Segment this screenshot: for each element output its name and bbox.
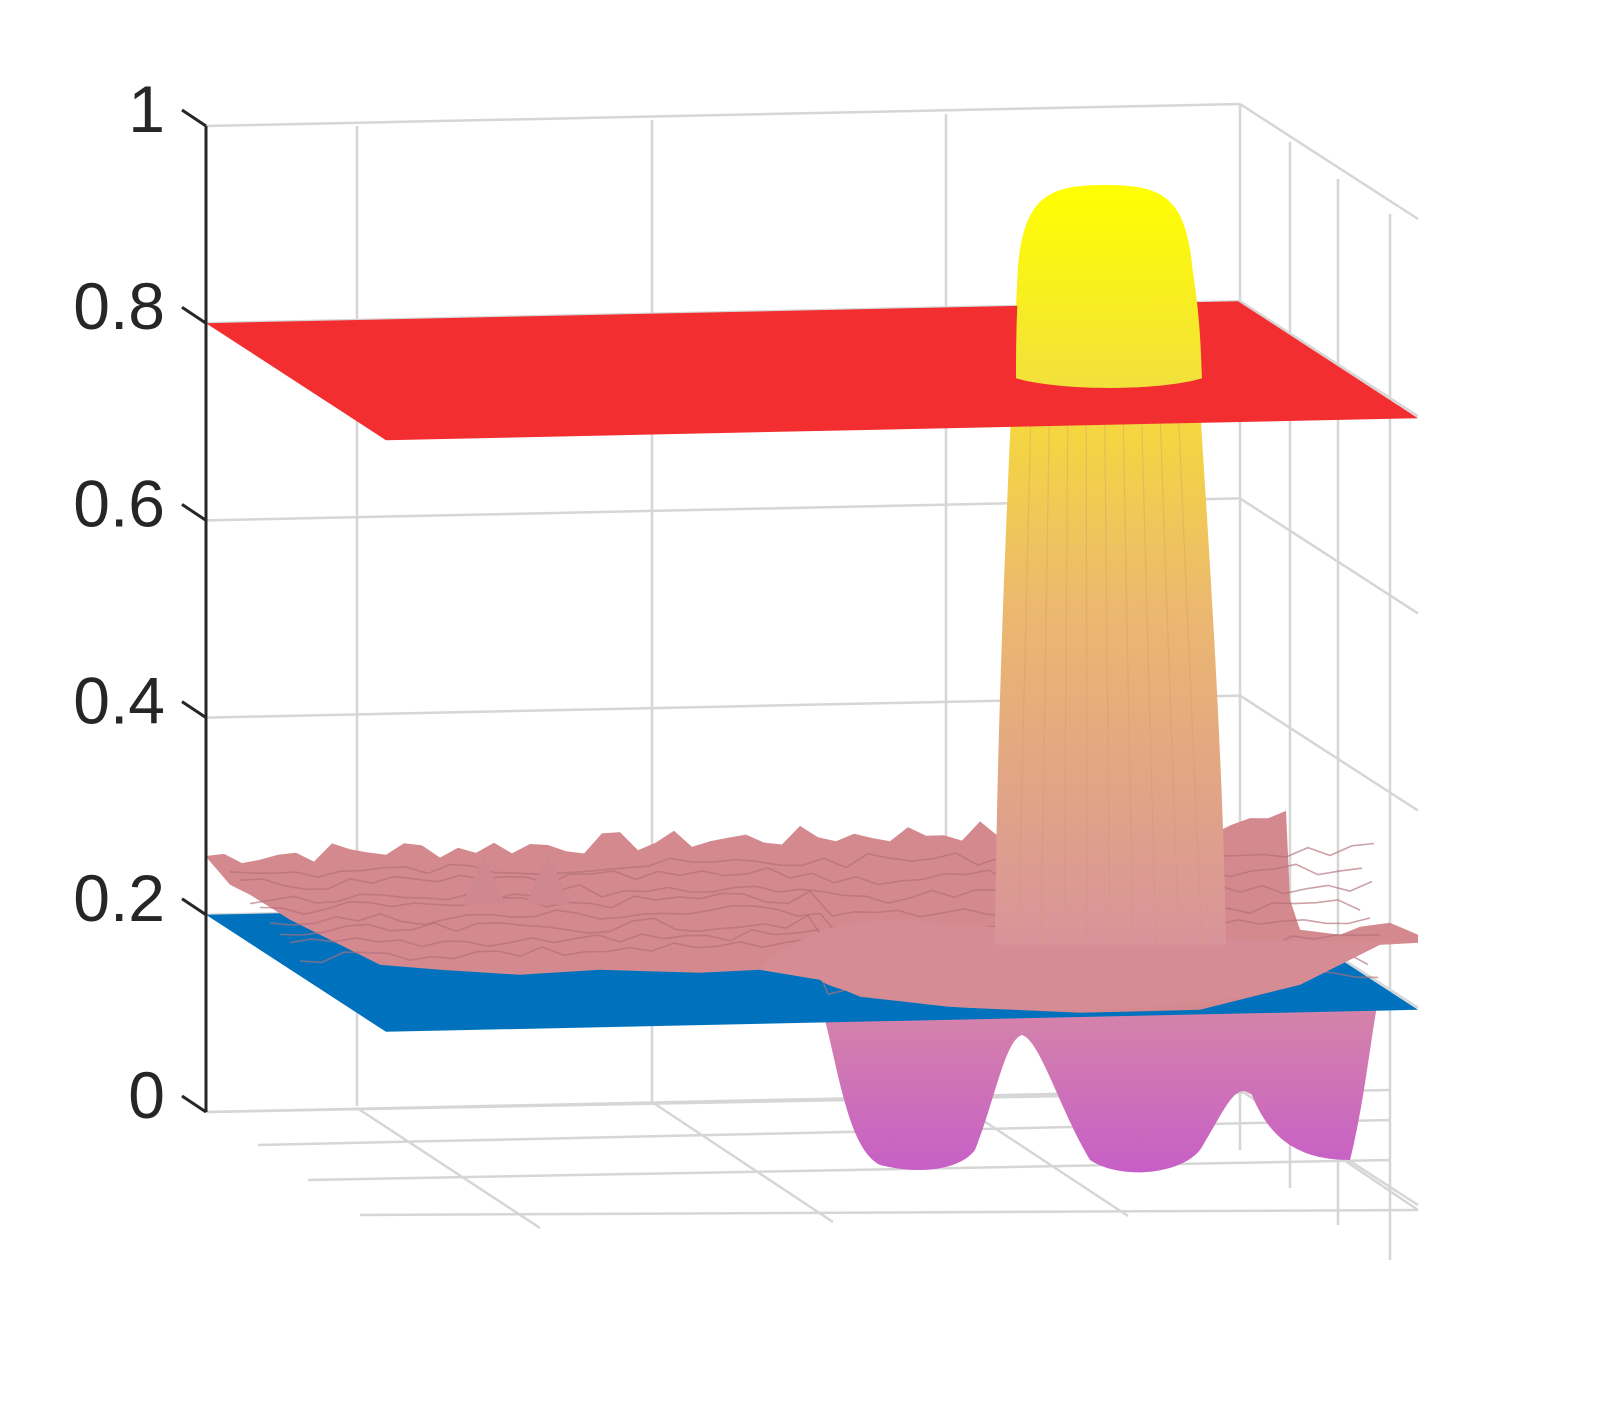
z-tick-label-0: 0 (128, 1058, 165, 1132)
grid-line-z-side-4 (1239, 300, 1419, 418)
z-tick-label-3: 0.6 (73, 466, 165, 540)
grid-line-floor-1 (257, 1118, 1391, 1147)
z-tick-label-4: 0.8 (73, 269, 165, 343)
z-tick-label-2: 0.4 (73, 664, 165, 738)
plane-high-face (206, 301, 1418, 441)
surface-dip-region (825, 990, 1380, 1173)
grid-line-z-side-5 (1239, 102, 1419, 221)
z-tick-mark-4 (181, 305, 207, 325)
z-tick-mark-0 (181, 1094, 207, 1114)
grid-line-z-side-3 (1239, 497, 1419, 615)
peak-cap-body (1016, 185, 1202, 388)
surface-spike-0 (462, 854, 506, 905)
z-tick-mark-2 (181, 700, 207, 719)
surface-front-fold (760, 919, 1418, 1011)
grid-line-floor-4 (356, 1106, 541, 1230)
surface-back (825, 990, 1380, 1173)
z-tick-label-1: 0.2 (73, 861, 165, 935)
z-tick-label-5: 1 (128, 72, 165, 146)
z-tick-mark-1 (181, 897, 207, 917)
z-tick-mark-3 (181, 503, 207, 522)
z-tick-mark-5 (181, 108, 207, 128)
grid-line-z-side-2 (1239, 694, 1419, 812)
z-axis: 0 0.2 0.4 0.6 0.8 1 (73, 72, 208, 1132)
grid-line-floor-3 (359, 1208, 1419, 1217)
peak-cap (1016, 185, 1202, 388)
grid-line-floor-2 (307, 1158, 1391, 1182)
grid-line-floor-5 (651, 1100, 834, 1224)
plane-high (206, 301, 1418, 441)
surface-spike-1 (526, 854, 570, 905)
grid-line-z-back-5 (205, 102, 1241, 128)
